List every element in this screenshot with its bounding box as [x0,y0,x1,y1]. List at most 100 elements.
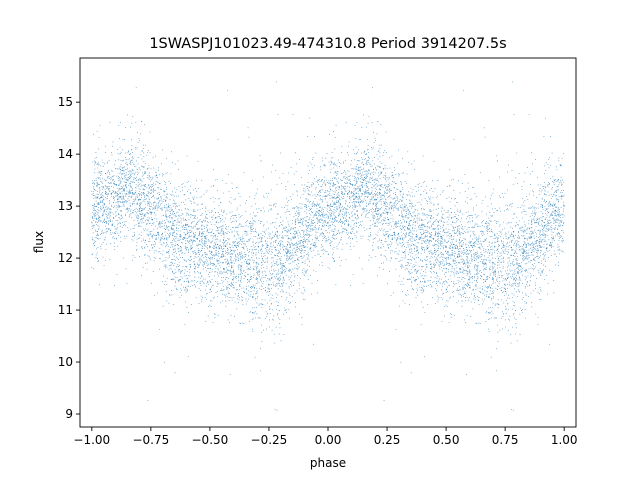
data-point [117,199,119,200]
data-point [410,245,412,247]
data-point [165,291,167,292]
data-point [490,246,491,248]
data-point [471,255,472,257]
data-point [240,257,242,259]
data-point [195,218,196,219]
data-point [365,154,367,155]
data-point [518,284,520,286]
data-point [434,252,436,253]
data-point [545,170,547,171]
data-point [341,237,342,238]
data-point [170,173,172,175]
data-point [548,239,550,241]
data-point [520,229,522,231]
data-point [546,214,548,216]
data-point [287,235,289,237]
data-point [353,193,355,195]
data-point [132,116,134,117]
data-point [500,236,501,238]
data-point [351,195,353,197]
data-point [300,255,302,257]
data-point [280,262,282,264]
data-point [397,203,398,204]
data-point [168,205,170,207]
data-point [158,197,159,199]
data-point [142,189,144,191]
data-point [229,292,230,294]
data-point [239,273,241,275]
data-point [131,203,133,205]
data-point [511,203,513,204]
data-point [452,238,454,240]
data-point [233,235,235,236]
data-point [274,255,276,256]
data-point [489,296,490,298]
data-point [558,235,560,237]
data-point [554,253,556,255]
data-point [341,260,342,261]
data-point [269,306,270,307]
data-point [301,224,303,225]
data-point [448,255,450,256]
data-point [113,205,115,207]
data-point [377,222,379,224]
data-point [417,247,419,249]
data-point [265,275,266,276]
data-point [548,225,549,227]
data-point [292,223,293,225]
data-point [313,203,315,205]
data-point [251,222,253,224]
data-point [487,278,488,280]
data-point [432,180,433,182]
data-point [225,253,226,254]
data-point [420,272,422,274]
data-point [148,219,150,221]
data-point [115,214,117,216]
data-point [372,245,373,247]
data-point [483,267,485,269]
data-point [529,248,531,250]
data-point [293,244,295,245]
data-point [511,206,513,208]
data-point [437,195,438,197]
data-point [453,190,455,191]
data-point [511,255,512,256]
data-point [317,180,319,182]
data-point [345,190,346,192]
data-point [348,225,349,227]
data-point [515,251,516,253]
data-point [399,190,401,192]
data-point [521,212,523,214]
data-point [158,202,160,203]
data-point [228,239,230,241]
data-point [411,243,413,245]
data-point [360,238,362,239]
data-point [374,172,376,174]
data-point [471,215,473,216]
data-point [278,269,280,271]
data-point [430,256,432,257]
data-point [187,232,189,234]
data-point [330,204,331,205]
data-point [167,237,169,239]
data-point [175,245,176,246]
data-point [95,257,97,258]
data-point [230,231,232,233]
data-point [554,219,555,221]
data-point [515,177,517,179]
data-point [449,248,451,249]
data-point [409,238,411,240]
data-point [390,295,392,297]
data-point [505,204,507,206]
data-point [451,255,453,256]
data-point [255,262,257,264]
data-point [403,233,404,234]
data-point [156,203,158,205]
data-point [361,194,363,196]
data-point [421,227,423,228]
data-point [352,237,353,239]
data-point [307,136,309,137]
data-point [521,299,523,301]
data-point [530,220,532,221]
data-point [97,197,99,199]
